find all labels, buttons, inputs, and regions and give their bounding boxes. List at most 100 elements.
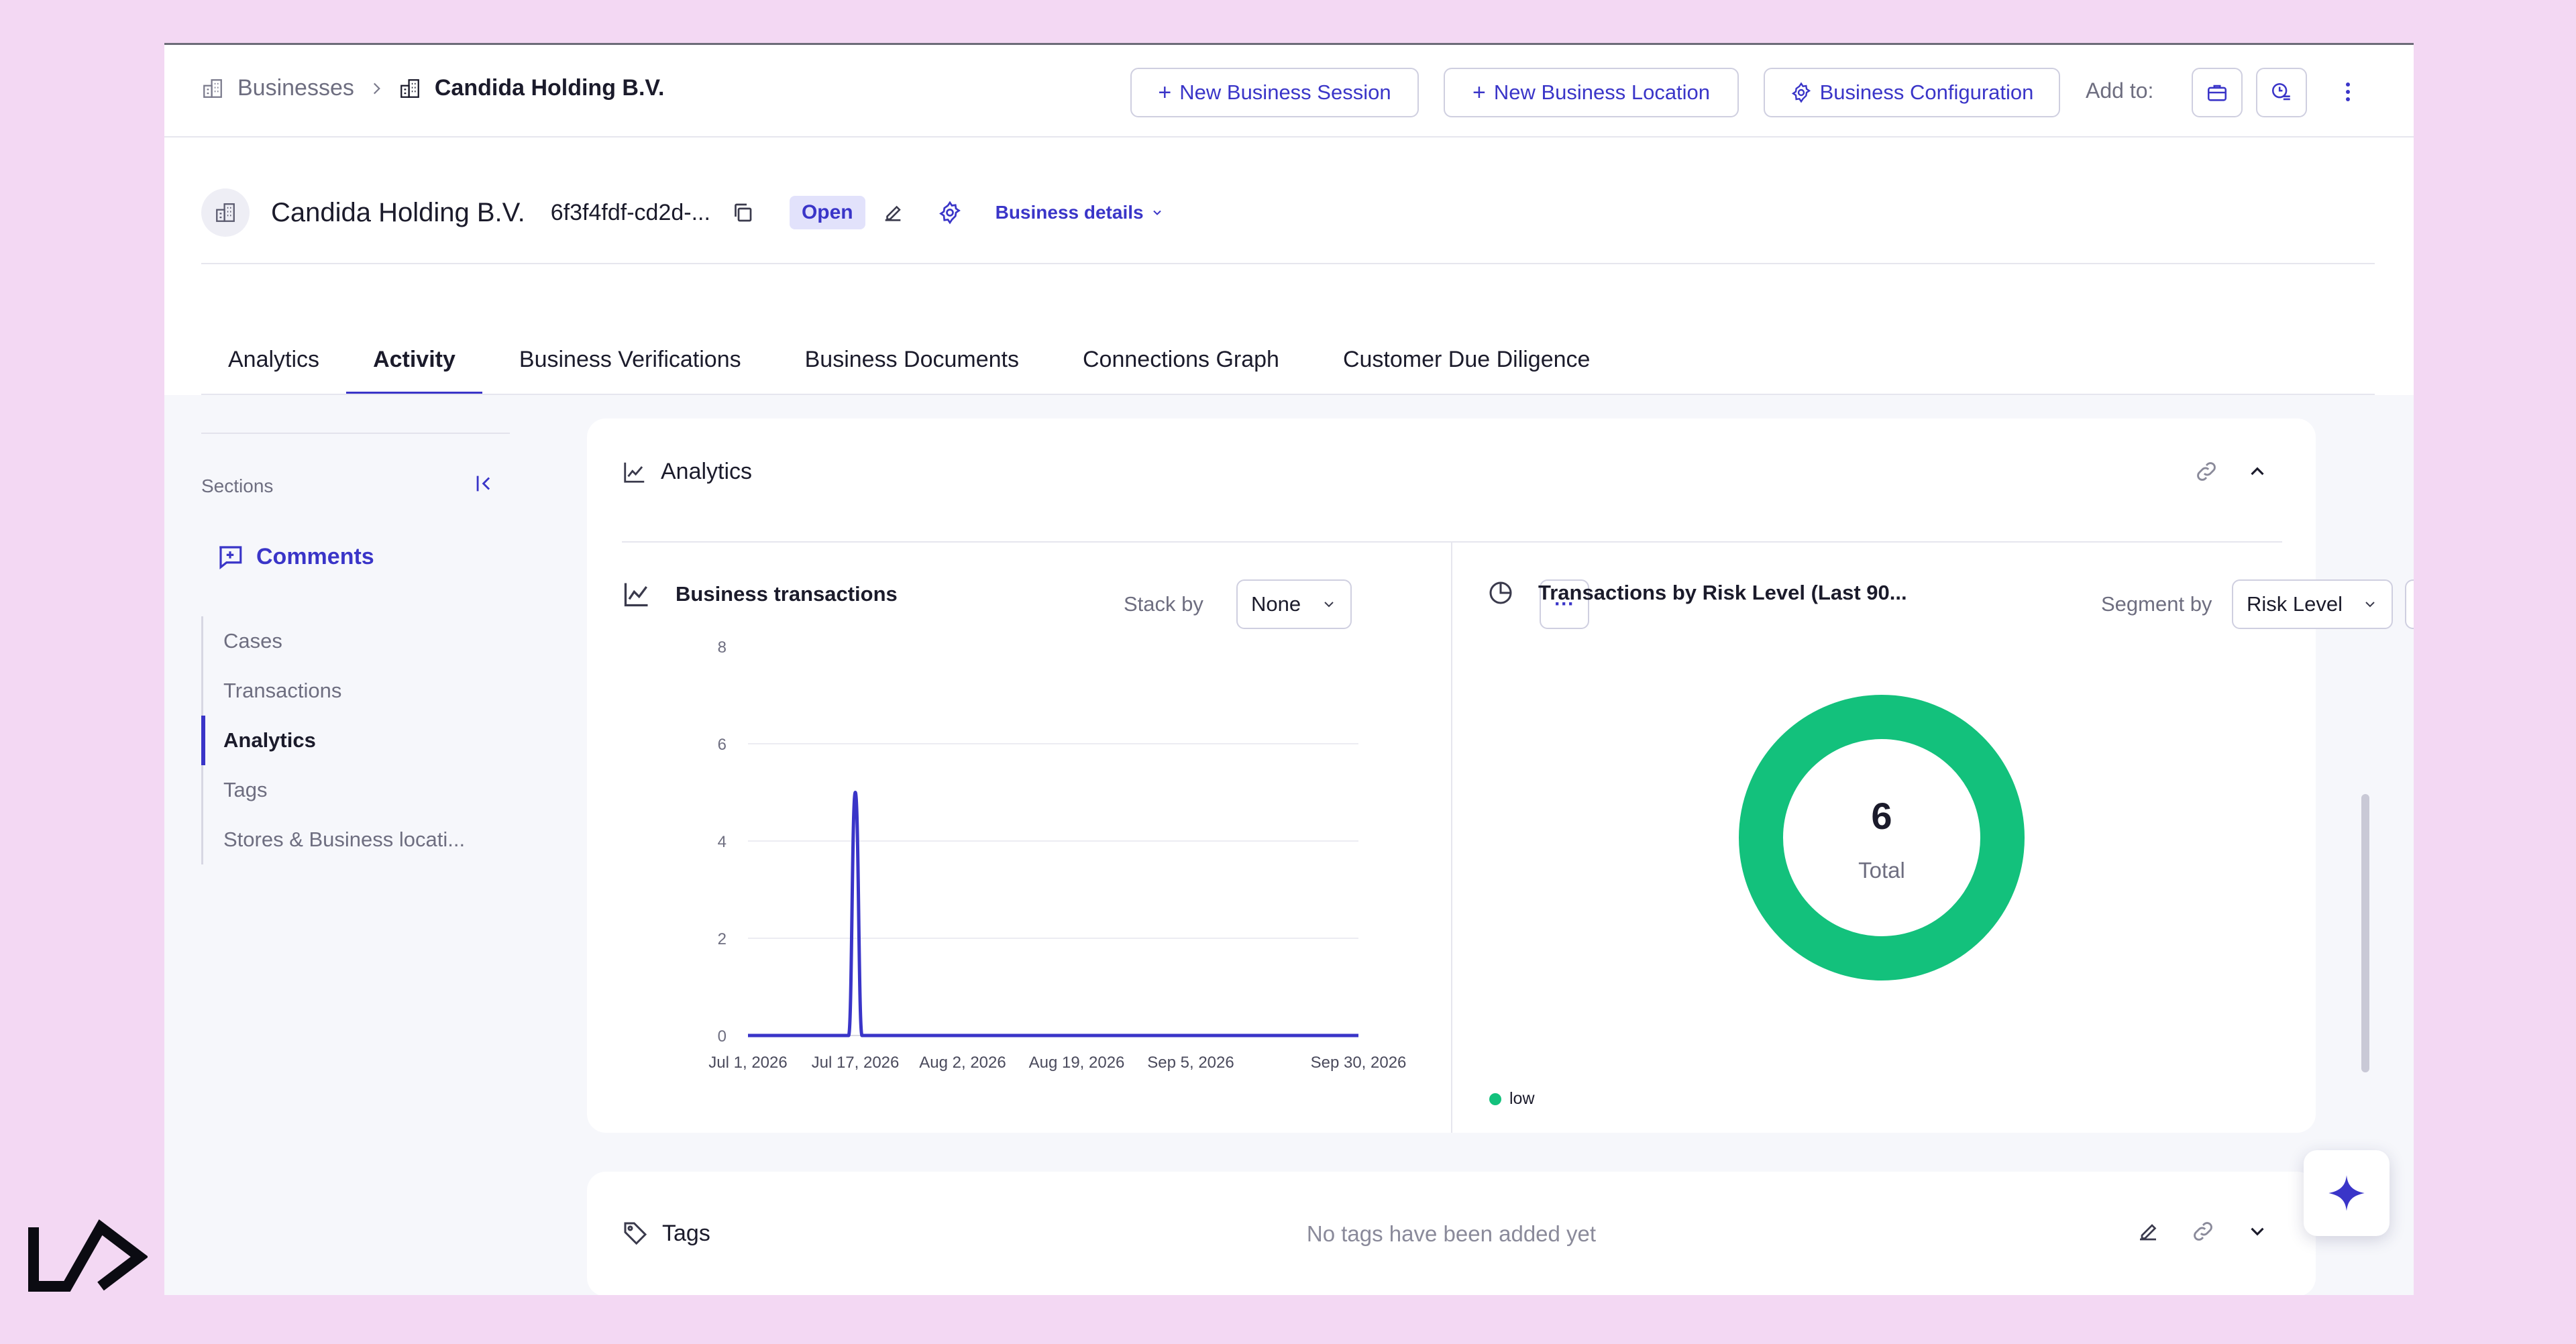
- x-tick-label: Jul 1, 2026: [708, 1054, 787, 1072]
- x-tick-label: Jul 17, 2026: [812, 1054, 900, 1072]
- tab-bar: Analytics Activity Business Verification…: [201, 333, 1617, 395]
- chevron-down-icon: [1324, 602, 1334, 608]
- add-to-label: Add to:: [2086, 78, 2154, 103]
- sidebar-comments[interactable]: Comments: [216, 543, 374, 571]
- y-tick-label: 4: [718, 833, 727, 851]
- business-transactions-label: Business transactions: [676, 582, 898, 606]
- collapse-sidebar-icon[interactable]: [473, 472, 496, 495]
- tab-customer-due-diligence[interactable]: Customer Due Diligence: [1342, 347, 1591, 372]
- building-icon: [203, 78, 222, 98]
- segment-by-select[interactable]: Risk Level: [2232, 579, 2393, 629]
- sections-sidebar: Sections Comments Cases Transactions Ana…: [201, 395, 517, 1295]
- pie-chart-icon: [1489, 581, 1512, 604]
- sidebar-comments-label: Comments: [256, 543, 374, 569]
- donut-total-label: Total: [1858, 858, 1905, 883]
- content-area: Sections Comments Cases Transactions Ana…: [164, 395, 2414, 1295]
- edit-icon[interactable]: [2136, 1219, 2160, 1243]
- brand-logo-icon: [28, 1219, 148, 1292]
- donut-legend[interactable]: low: [1489, 1089, 1535, 1109]
- new-business-location-button[interactable]: + New Business Location: [1444, 68, 1739, 117]
- business-details-dropdown[interactable]: Business details: [996, 202, 1164, 223]
- add-to-watchlist-button[interactable]: [2256, 68, 2307, 117]
- chevron-down-icon[interactable]: [2246, 1220, 2269, 1243]
- tab-business-documents[interactable]: Business Documents: [804, 347, 1019, 372]
- x-tick-label: Aug 2, 2026: [919, 1054, 1006, 1072]
- tab-business-verifications[interactable]: Business Verifications: [519, 347, 741, 372]
- business-avatar: [201, 188, 250, 237]
- tag-icon: [624, 1222, 647, 1245]
- legend-swatch-low: [1489, 1093, 1501, 1105]
- sidebar-item-transactions[interactable]: Transactions: [223, 679, 342, 702]
- edit-icon[interactable]: [881, 201, 904, 224]
- business-name: Candida Holding B.V.: [271, 197, 525, 227]
- risk-level-donut: 6 Total: [1737, 693, 2026, 982]
- tab-connections-graph[interactable]: Connections Graph: [1083, 347, 1279, 372]
- building-icon: [216, 203, 235, 222]
- business-id: 6f3f4fdf-cd2d-...: [550, 199, 710, 225]
- analytics-card: Analytics Business transactions Stack by…: [587, 418, 2414, 1133]
- sidebar-item-analytics[interactable]: Analytics: [201, 716, 465, 765]
- more-dots-icon: ···: [1554, 593, 1574, 615]
- scrollbar[interactable]: [2361, 794, 2369, 1072]
- business-configuration-label: Business Configuration: [1819, 80, 2034, 104]
- watchlist-icon: [2271, 82, 2290, 101]
- sidebar-title: Sections: [201, 475, 274, 496]
- sidebar-item-cases[interactable]: Cases: [223, 629, 282, 653]
- x-tick-label: Sep 30, 2026: [1311, 1054, 1407, 1072]
- new-business-session-label: New Business Session: [1179, 80, 1391, 104]
- sparkle-icon: [2328, 1175, 2365, 1211]
- plus-icon: +: [1158, 79, 1172, 105]
- analytics-card-actions: [2167, 459, 2269, 484]
- status-badge: Open: [789, 196, 865, 229]
- business-transactions-chart: 0 2 4 6 8 Jul 1, 2026 Jul 17, 2026 Aug 2, 2026 A…: [708, 638, 1407, 1072]
- tags-card-title: Tags: [662, 1220, 710, 1246]
- y-tick-label: 8: [718, 638, 727, 657]
- chevron-right-icon: [373, 82, 380, 94]
- panel-divider: [1451, 543, 1452, 1133]
- business-transactions-more-button[interactable]: ···: [1540, 579, 1589, 629]
- breadcrumb: Businesses Candida Holding B.V.: [201, 75, 678, 101]
- divider: [201, 433, 510, 434]
- chevron-down-icon: [2365, 602, 2375, 608]
- divider: [622, 541, 2282, 543]
- tags-card-header: Tags: [622, 1220, 710, 1247]
- risk-level-more-button[interactable]: ···: [2405, 579, 2414, 629]
- tags-card-actions: [2106, 1219, 2269, 1244]
- risk-level-chart-title: Transactions by Risk Level (Last 90...: [1487, 579, 1907, 606]
- y-tick-label: 0: [718, 1027, 727, 1046]
- line-chart-icon: [624, 583, 648, 607]
- add-to-portfolio-button[interactable]: [2192, 68, 2243, 117]
- building-icon: [400, 78, 419, 98]
- chevron-down-icon: [1152, 210, 1161, 215]
- donut-total-value: 6: [1871, 795, 1892, 837]
- copy-icon[interactable]: [731, 201, 755, 225]
- tab-analytics[interactable]: Analytics: [228, 347, 320, 372]
- risk-level-chart-label: Transactions by Risk Level (Last 90...: [1538, 581, 1907, 604]
- divider: [201, 263, 2375, 264]
- breadcrumb-businesses[interactable]: Businesses: [237, 75, 354, 101]
- ai-assistant-button[interactable]: [2304, 1150, 2390, 1236]
- gear-icon: [1791, 82, 1811, 103]
- tab-activity[interactable]: Activity: [346, 333, 482, 395]
- new-business-session-button[interactable]: + New Business Session: [1130, 68, 1419, 117]
- stack-by-select[interactable]: None: [1236, 579, 1352, 629]
- segment-by-value: Risk Level: [2247, 592, 2343, 616]
- business-configuration-button[interactable]: Business Configuration: [1764, 68, 2060, 117]
- link-icon[interactable]: [2190, 1219, 2216, 1244]
- series-line[interactable]: [748, 790, 1358, 1038]
- legend-label-low: low: [1509, 1089, 1535, 1108]
- link-icon[interactable]: [2194, 459, 2219, 484]
- sidebar-section-list: Cases Transactions Analytics Tags Stores…: [201, 616, 465, 864]
- y-tick-label: 6: [718, 736, 727, 754]
- chevron-up-icon[interactable]: [2246, 460, 2269, 483]
- sidebar-item-tags[interactable]: Tags: [223, 778, 268, 801]
- comment-add-icon: [219, 546, 242, 570]
- new-business-location-label: New Business Location: [1493, 80, 1711, 104]
- tags-card: Tags No tags have been added yet: [587, 1172, 2316, 1295]
- settings-gear-icon[interactable]: [938, 201, 962, 225]
- donut-slice-low[interactable]: [1739, 695, 2025, 981]
- more-options-icon[interactable]: [2341, 78, 2355, 105]
- donut-svg: [1739, 695, 2025, 981]
- sidebar-item-stores[interactable]: Stores & Business locati...: [223, 828, 466, 851]
- stack-by-value: None: [1251, 592, 1301, 616]
